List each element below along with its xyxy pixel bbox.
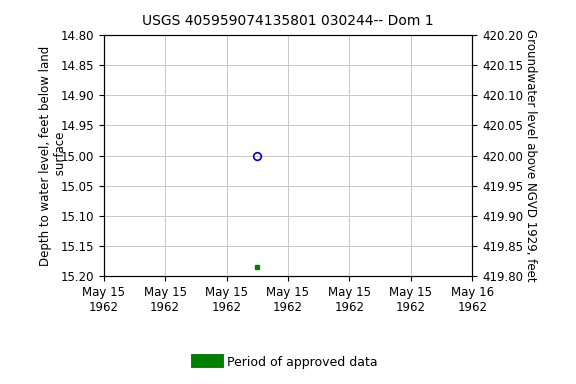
Y-axis label: Groundwater level above NGVD 1929, feet: Groundwater level above NGVD 1929, feet (524, 29, 537, 282)
Legend: Period of approved data: Period of approved data (194, 351, 382, 374)
Y-axis label: Depth to water level, feet below land
 surface: Depth to water level, feet below land su… (39, 45, 67, 266)
Title: USGS 405959074135801 030244-- Dom 1: USGS 405959074135801 030244-- Dom 1 (142, 14, 434, 28)
